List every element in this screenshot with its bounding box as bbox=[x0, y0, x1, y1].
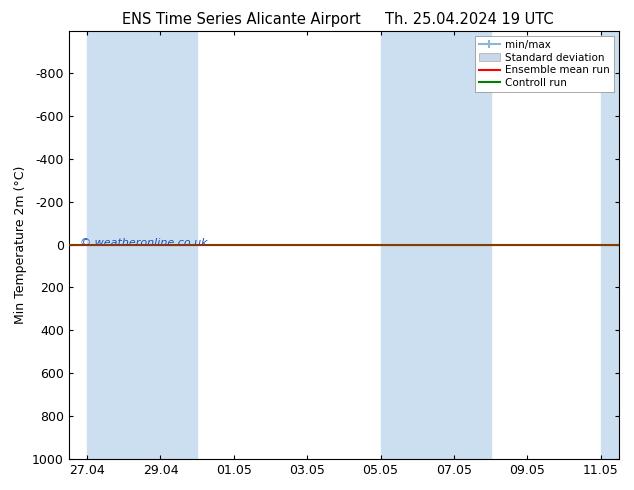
Legend: min/max, Standard deviation, Ensemble mean run, Controll run: min/max, Standard deviation, Ensemble me… bbox=[475, 36, 614, 92]
Text: ENS Time Series Alicante Airport: ENS Time Series Alicante Airport bbox=[122, 12, 360, 27]
Text: © weatheronline.co.uk: © weatheronline.co.uk bbox=[80, 238, 207, 247]
Bar bbox=[87, 31, 197, 459]
Text: Th. 25.04.2024 19 UTC: Th. 25.04.2024 19 UTC bbox=[385, 12, 553, 27]
Y-axis label: Min Temperature 2m (°C): Min Temperature 2m (°C) bbox=[13, 166, 27, 324]
Bar bbox=[380, 31, 491, 459]
Bar bbox=[600, 31, 619, 459]
